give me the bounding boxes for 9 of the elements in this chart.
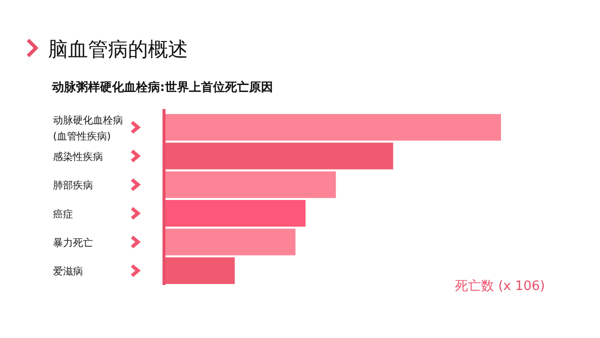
- y-tick-label: 肺部疾病: [53, 180, 93, 192]
- chart-subtitle: 动脉粥样硬化血栓病:世界上首位死亡原因: [51, 80, 273, 94]
- y-tick-label: 感染性疾病: [53, 151, 103, 163]
- x-axis-title: 死亡数 (x 106): [455, 278, 545, 294]
- chart-title: 脑血管病的概述: [48, 37, 188, 61]
- y-tick-label: 暴力死亡: [53, 237, 93, 249]
- y-tick-label: 癌症: [53, 208, 73, 220]
- y-tick-label: 爱滋病: [53, 266, 83, 278]
- y-tick-label: 动脉硬化血栓病 (血管性疾病): [53, 114, 123, 142]
